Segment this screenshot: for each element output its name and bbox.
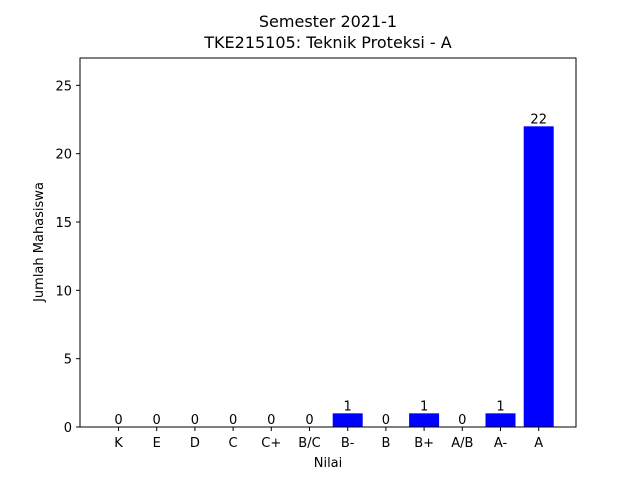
y-tick-label: 20 — [55, 148, 72, 163]
x-axis: K E D C C+ B/C B- B B+ A/B A- A — [114, 427, 543, 451]
x-tick-label: B- — [341, 436, 355, 451]
x-tick-label: B — [381, 436, 390, 451]
bar-value-label: 1 — [420, 399, 428, 414]
bar-value-label: 0 — [114, 413, 122, 428]
bar-value-label: 1 — [496, 399, 504, 414]
x-tick-label: C+ — [261, 436, 281, 451]
bar-value-label: 0 — [229, 413, 237, 428]
bar-B- — [332, 413, 363, 427]
x-tick-label: C — [229, 436, 238, 451]
bar-B+ — [409, 413, 440, 427]
chart-title: Semester 2021-1 — [259, 12, 397, 31]
plot-frame — [79, 57, 577, 428]
x-tick-label: K — [114, 436, 123, 451]
bar-value-label: 0 — [305, 413, 313, 428]
x-tick-label: D — [190, 436, 200, 451]
bar-value-label: 22 — [530, 112, 547, 127]
x-tick-label: A- — [494, 436, 508, 451]
x-tick-label: A/B — [451, 436, 473, 451]
y-axis: 0 5 10 15 20 25 — [55, 79, 80, 436]
bar-value-label: 0 — [382, 413, 390, 428]
x-tick-label: B+ — [414, 436, 434, 451]
bar-value-label: 1 — [344, 399, 352, 414]
bars-group — [332, 126, 554, 427]
y-axis-label: Jumlah Mahasiswa — [32, 182, 47, 303]
chart-subtitle: TKE215105: Teknik Proteksi - A — [203, 33, 452, 52]
x-tick-label: E — [153, 436, 161, 451]
y-tick-label: 15 — [55, 216, 72, 231]
y-tick-label: 0 — [64, 421, 72, 436]
bar-labels-group: 0 0 0 0 0 0 1 0 1 0 1 22 — [114, 112, 547, 428]
x-tick-label: B/C — [298, 436, 320, 451]
bar-value-label: 0 — [267, 413, 275, 428]
bar-value-label: 0 — [458, 413, 466, 428]
y-tick-label: 10 — [55, 284, 72, 299]
bar-value-label: 0 — [153, 413, 161, 428]
x-axis-label: Nilai — [314, 456, 343, 471]
bar-value-label: 0 — [191, 413, 199, 428]
y-tick-label: 5 — [64, 353, 72, 368]
bar-A — [523, 126, 554, 427]
y-tick-label: 25 — [55, 79, 72, 94]
bar-A- — [485, 413, 516, 427]
x-tick-label: A — [534, 436, 543, 451]
